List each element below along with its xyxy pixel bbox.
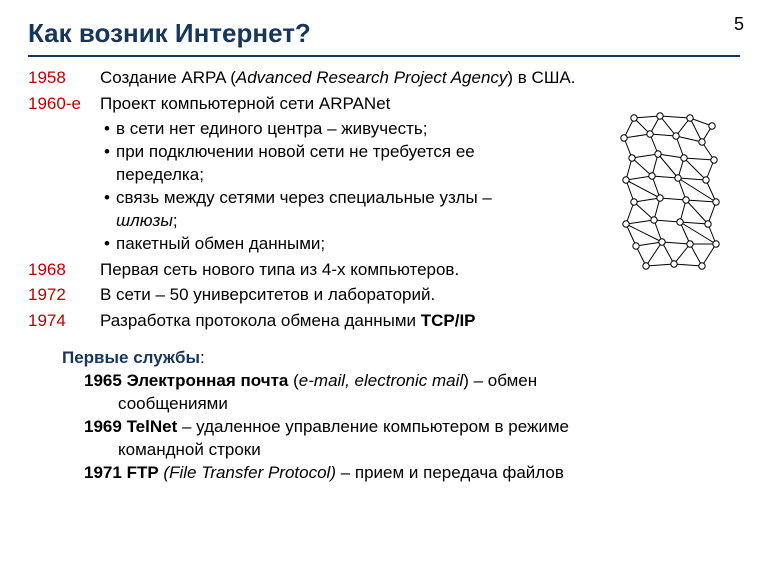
text: Проект компьютерной сети ARPANet: [100, 94, 390, 113]
timeline-row-1972: 1972 В сети – 50 университетов и лаборат…: [28, 284, 740, 307]
service-year: 1969: [84, 417, 122, 436]
colon: :: [200, 348, 205, 367]
service-item: 1965 Электронная почта (e-mail, electron…: [72, 370, 740, 416]
network-diagram: [612, 108, 732, 278]
tail-cont: сообщениями: [84, 393, 740, 416]
timeline-row-1974: 1974 Разработка протокола обмена данными…: [28, 310, 740, 333]
service-year: 1965: [84, 371, 122, 390]
text: связь между сетями через специальные узл…: [116, 188, 492, 207]
desc: Разработка протокола обмена данными TCP/…: [100, 310, 740, 333]
slide-title: Как возник Интернет?: [28, 18, 740, 49]
bullet-item: связь между сетями через специальные узл…: [104, 187, 530, 233]
tail: – обмен: [469, 371, 537, 390]
paren-italic: e-mail, electronic mail: [299, 371, 463, 390]
text-italic: Advanced Research Project Agency: [236, 68, 508, 87]
title-rule: [28, 55, 740, 57]
text-italic: шлюзы: [116, 211, 173, 230]
timeline-row-1958: 1958 Создание ARPA (Advanced Research Pr…: [28, 67, 740, 90]
slide: 5 Как возник Интернет? 1958 Создание ARP…: [0, 0, 768, 576]
paren-italic: (File Transfer Protocol): [163, 463, 336, 482]
year-label: 1974: [28, 310, 100, 333]
bullet-item: в сети нет единого центра – живучесть;: [104, 118, 530, 141]
text: File Transfer Protocol: [169, 463, 330, 482]
text-bold: TCP/IP: [421, 311, 476, 330]
tail: – прием и передача файлов: [336, 463, 564, 482]
page-number: 5: [734, 14, 744, 35]
desc: Проект компьютерной сети ARPANet в сети …: [100, 93, 530, 256]
service-item: 1971 FTP (File Transfer Protocol) – прие…: [72, 462, 740, 485]
tail-cont: командной строки: [84, 439, 740, 462]
text: ) в США.: [507, 68, 575, 87]
tail: – удаленное управление компьютером в реж…: [177, 417, 569, 436]
services-heading: Первые службы: [62, 348, 200, 367]
text: ;: [173, 211, 178, 230]
service-name: Электронная почта: [127, 371, 289, 390]
bullet-item: при подключении новой сети не требуется …: [104, 141, 530, 187]
bullet-list: в сети нет единого центра – живучесть; п…: [100, 118, 530, 256]
service-year: 1971: [84, 463, 122, 482]
year-label: 1972: [28, 284, 100, 307]
year-label: 1968: [28, 259, 100, 282]
text: Создание ARPA (: [100, 68, 236, 87]
text: Разработка протокола обмена данными: [100, 311, 421, 330]
desc: В сети – 50 университетов и лабораторий.: [100, 284, 740, 307]
bullet-item: пакетный обмен данными;: [104, 233, 530, 256]
service-item: 1969 TelNet – удаленное управление компь…: [72, 416, 740, 462]
year-label: 1958: [28, 67, 100, 90]
service-name: TelNet: [127, 417, 178, 436]
desc: Создание ARPA (Advanced Research Project…: [100, 67, 740, 90]
year-label: 1960-е: [28, 93, 100, 116]
service-name: FTP: [127, 463, 159, 482]
services-block: Первые службы: 1965 Электронная почта (e…: [28, 347, 740, 485]
